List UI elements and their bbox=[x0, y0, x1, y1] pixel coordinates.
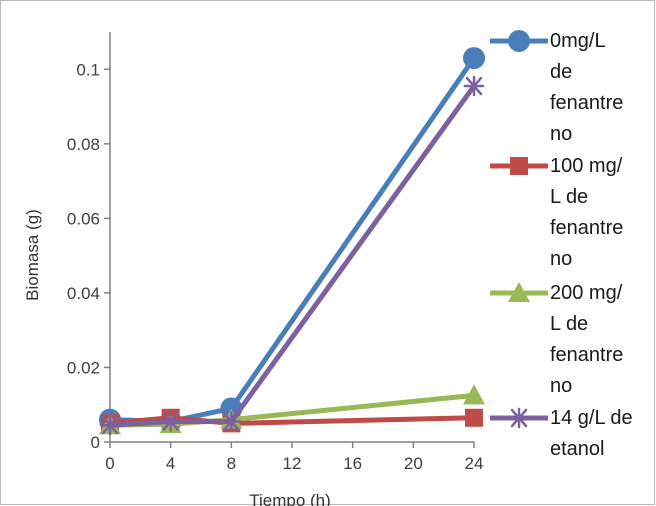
data-point bbox=[160, 411, 181, 432]
data-point bbox=[465, 408, 483, 427]
legend-marker bbox=[510, 157, 528, 175]
legend-markers bbox=[490, 30, 548, 429]
series-line bbox=[107, 55, 477, 424]
legend-marker bbox=[508, 282, 530, 302]
legend-marker bbox=[508, 407, 530, 429]
legend-label-line: no bbox=[550, 123, 573, 145]
x-axis-ticks: 0 4 8 12 16 20 24 bbox=[105, 442, 483, 473]
y-tick-label: 0.06 bbox=[67, 209, 100, 228]
data-point bbox=[221, 411, 242, 432]
y-tick-label: 0.1 bbox=[76, 60, 100, 79]
legend-label: 0mg/L de fenantre no bbox=[550, 26, 656, 150]
legend-label-line: etanol bbox=[550, 438, 605, 460]
data-point bbox=[463, 384, 485, 405]
data-point bbox=[99, 414, 121, 436]
data-point bbox=[463, 47, 485, 70]
legend-label-line: 0mg/L bbox=[550, 30, 606, 52]
y-axis-ticks: 0 0.02 0.04 0.06 0.08 0.1 bbox=[67, 60, 110, 452]
y-axis-label: Biomasa (g) bbox=[23, 209, 42, 301]
series-line bbox=[107, 83, 477, 428]
y-tick-label: 0 bbox=[91, 433, 100, 452]
legend-label-line: 100 mg/ bbox=[550, 155, 623, 177]
legend-label-line: fenantre bbox=[550, 92, 624, 114]
y-tick-label: 0.04 bbox=[67, 284, 100, 303]
data-point bbox=[463, 75, 485, 97]
legend-label-line: fenantre bbox=[550, 344, 624, 366]
x-tick-label: 20 bbox=[404, 454, 423, 473]
series-layer bbox=[99, 47, 485, 436]
legend-label-line: de bbox=[550, 61, 573, 83]
x-tick-label: 24 bbox=[465, 454, 484, 473]
legend-label-line: no bbox=[550, 375, 573, 397]
legend-label-line: 200 mg/ bbox=[550, 282, 623, 304]
legend-label-line: 14 g/L de bbox=[550, 407, 633, 429]
y-tick-label: 0.02 bbox=[67, 358, 100, 377]
x-tick-label: 16 bbox=[343, 454, 362, 473]
series-0 bbox=[99, 47, 485, 433]
legend-label: 14 g/L de etanol bbox=[550, 403, 656, 465]
x-tick-label: 4 bbox=[166, 454, 175, 473]
legend-label-line: L de bbox=[550, 313, 589, 335]
legend-label: 100 mg/L de fenantre no bbox=[550, 151, 656, 275]
series-2 bbox=[99, 384, 485, 435]
x-tick-label: 12 bbox=[283, 454, 302, 473]
legend-marker bbox=[508, 30, 530, 52]
x-tick-label: 8 bbox=[227, 454, 236, 473]
series-3 bbox=[99, 75, 485, 436]
legend-label-line: L de bbox=[550, 186, 589, 208]
x-axis-label: Tiempo (h) bbox=[249, 491, 331, 506]
legend-label-line: no bbox=[550, 248, 573, 270]
y-tick-label: 0.08 bbox=[67, 135, 100, 154]
x-tick-label: 0 bbox=[105, 454, 114, 473]
legend-label-line: fenantre bbox=[550, 217, 624, 239]
legend-label: 200 mg/L de fenantre no bbox=[550, 278, 656, 402]
